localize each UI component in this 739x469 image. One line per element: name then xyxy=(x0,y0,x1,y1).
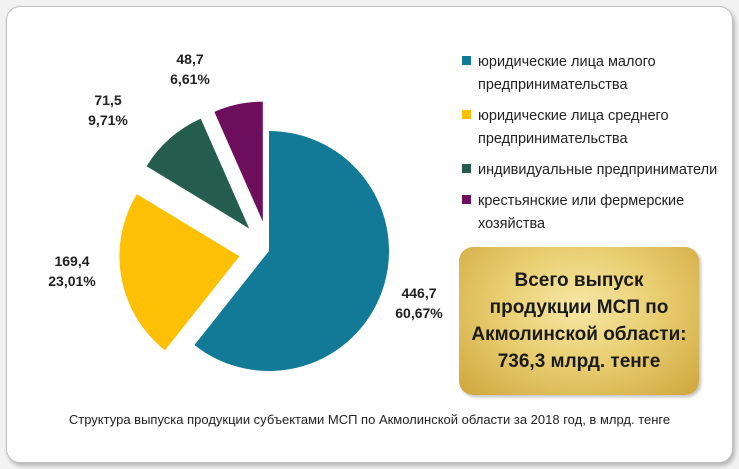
legend-label-medium: юридические лица среднего предпринимател… xyxy=(478,108,669,147)
pie-slice-medium xyxy=(119,194,240,351)
slice-value-farm: 48,7 xyxy=(176,51,204,67)
slice-percent-individual: 9,71% xyxy=(88,112,128,128)
slice-value-individual: 71,5 xyxy=(94,92,122,108)
slice-value-medium: 169,4 xyxy=(54,253,90,269)
legend-item-individual: индивидуальные предприниматели xyxy=(462,159,727,182)
pie-slice-farm xyxy=(214,101,263,222)
legend-item-farm: крестьянские или фермерские хозяйства xyxy=(462,190,727,236)
total-annotation-box: Всего выпуск продукции МСП по Акмолинско… xyxy=(459,247,699,395)
total-annotation-text: Всего выпуск продукции МСП по Акмолинско… xyxy=(471,270,687,372)
chart-caption: Структура выпуска продукции субъектами М… xyxy=(68,412,671,427)
legend-item-medium: юридические лица среднего предпринимател… xyxy=(462,105,727,151)
slice-percent-medium: 23,01% xyxy=(48,273,96,289)
slice-label-medium: 169,4 23,01% xyxy=(32,251,112,291)
legend-label-individual: индивидуальные предприниматели xyxy=(478,162,718,178)
legend-swatch-medium xyxy=(462,110,471,119)
legend-swatch-small xyxy=(462,56,471,65)
slice-percent-farm: 6,61% xyxy=(170,71,210,87)
legend-item-small: юридические лица малого предпринимательс… xyxy=(462,51,727,97)
pie-chart xyxy=(119,101,389,371)
chart-frame: 446,7 60,67% 169,4 23,01% 71,5 9,71% 48,7 6,61%… xyxy=(6,6,733,463)
legend-swatch-farm xyxy=(462,195,471,204)
slice-value-small: 446,7 xyxy=(401,285,437,301)
pie-slice-small xyxy=(194,131,389,371)
slice-label-small: 446,7 60,67% xyxy=(379,283,459,323)
legend-label-small: юридические лица малого предпринимательс… xyxy=(478,54,656,93)
legend-swatch-individual xyxy=(462,164,471,173)
slice-percent-small: 60,67% xyxy=(395,305,443,321)
pie-slice-individual xyxy=(146,118,250,229)
slice-label-individual: 71,5 9,71% xyxy=(68,90,148,130)
slice-label-farm: 48,7 6,61% xyxy=(150,49,230,89)
legend: юридические лица малого предпринимательс… xyxy=(462,51,727,244)
legend-label-farm: крестьянские или фермерские хозяйства xyxy=(478,193,685,232)
